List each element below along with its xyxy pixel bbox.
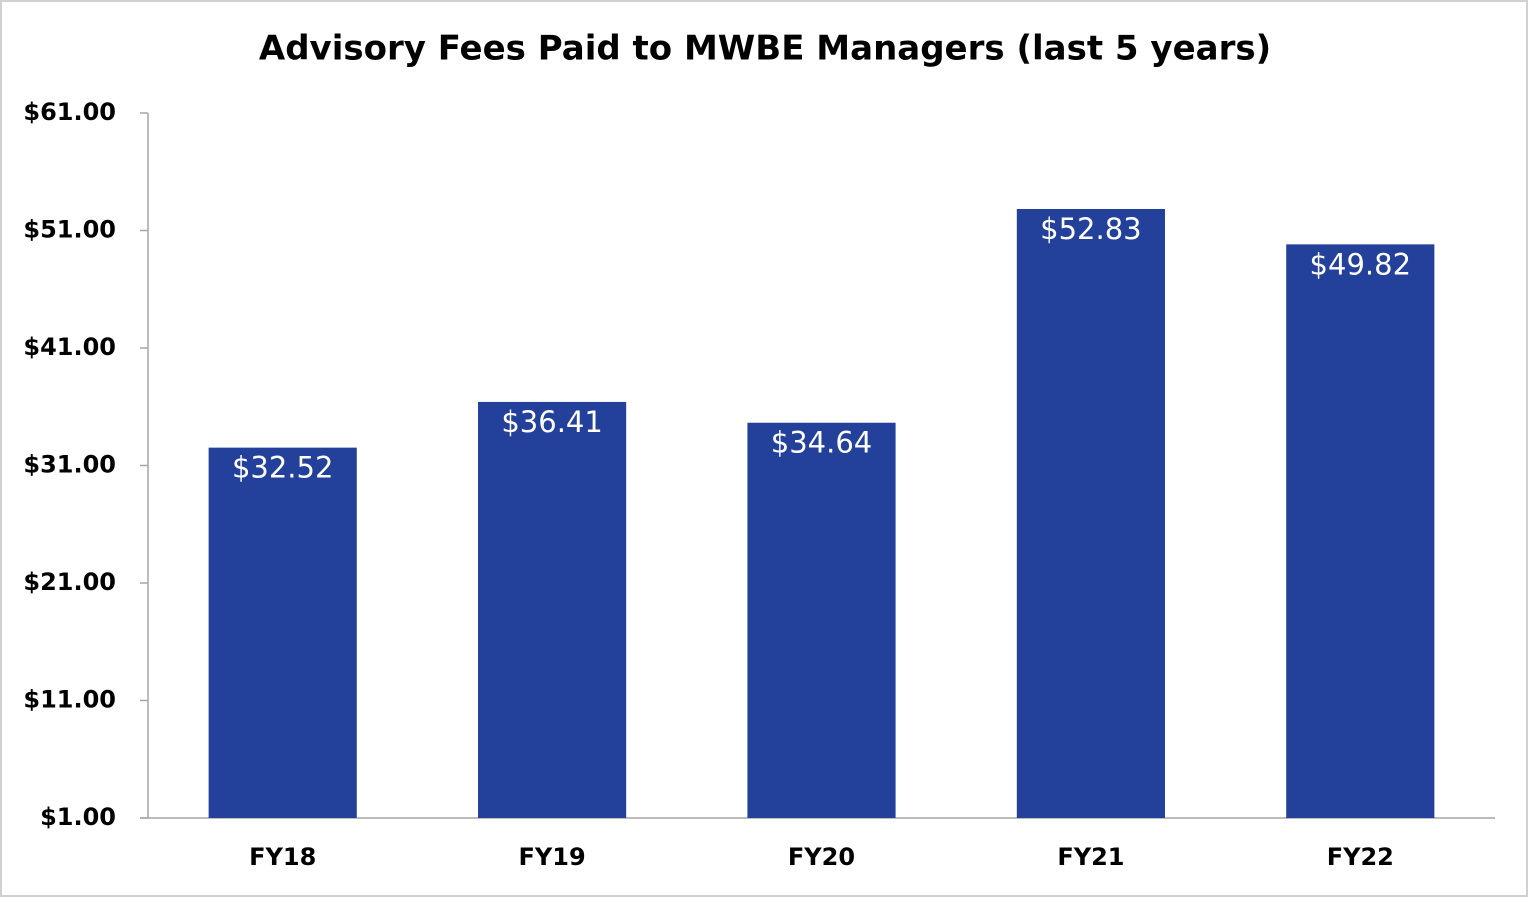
y-tick-label: $61.00 (23, 98, 116, 126)
y-tick-label: $21.00 (23, 568, 116, 596)
x-tick-label: FY19 (519, 843, 586, 871)
data-label: $49.82 (1310, 247, 1411, 281)
x-tick-label: FY18 (249, 843, 316, 871)
bar (478, 401, 627, 818)
bar (1286, 244, 1435, 819)
data-label: $34.64 (771, 426, 872, 460)
data-label: $52.83 (1040, 212, 1141, 246)
bar (747, 422, 896, 818)
y-tick-label: $31.00 (23, 451, 116, 479)
y-tick-label: $41.00 (23, 333, 116, 361)
y-tick-label: $1.00 (40, 803, 116, 831)
bar (1016, 208, 1165, 818)
x-tick-label: FY21 (1057, 843, 1124, 871)
x-tick-label: FY22 (1327, 843, 1394, 871)
chart-title: Advisory Fees Paid to MWBE Managers (las… (259, 29, 1271, 69)
data-label: $36.41 (501, 405, 602, 439)
x-tick-label: FY20 (788, 843, 855, 871)
bar (208, 447, 357, 818)
data-label: $32.52 (232, 451, 333, 485)
y-tick-label: $51.00 (23, 216, 116, 244)
y-tick-label: $11.00 (23, 686, 116, 714)
